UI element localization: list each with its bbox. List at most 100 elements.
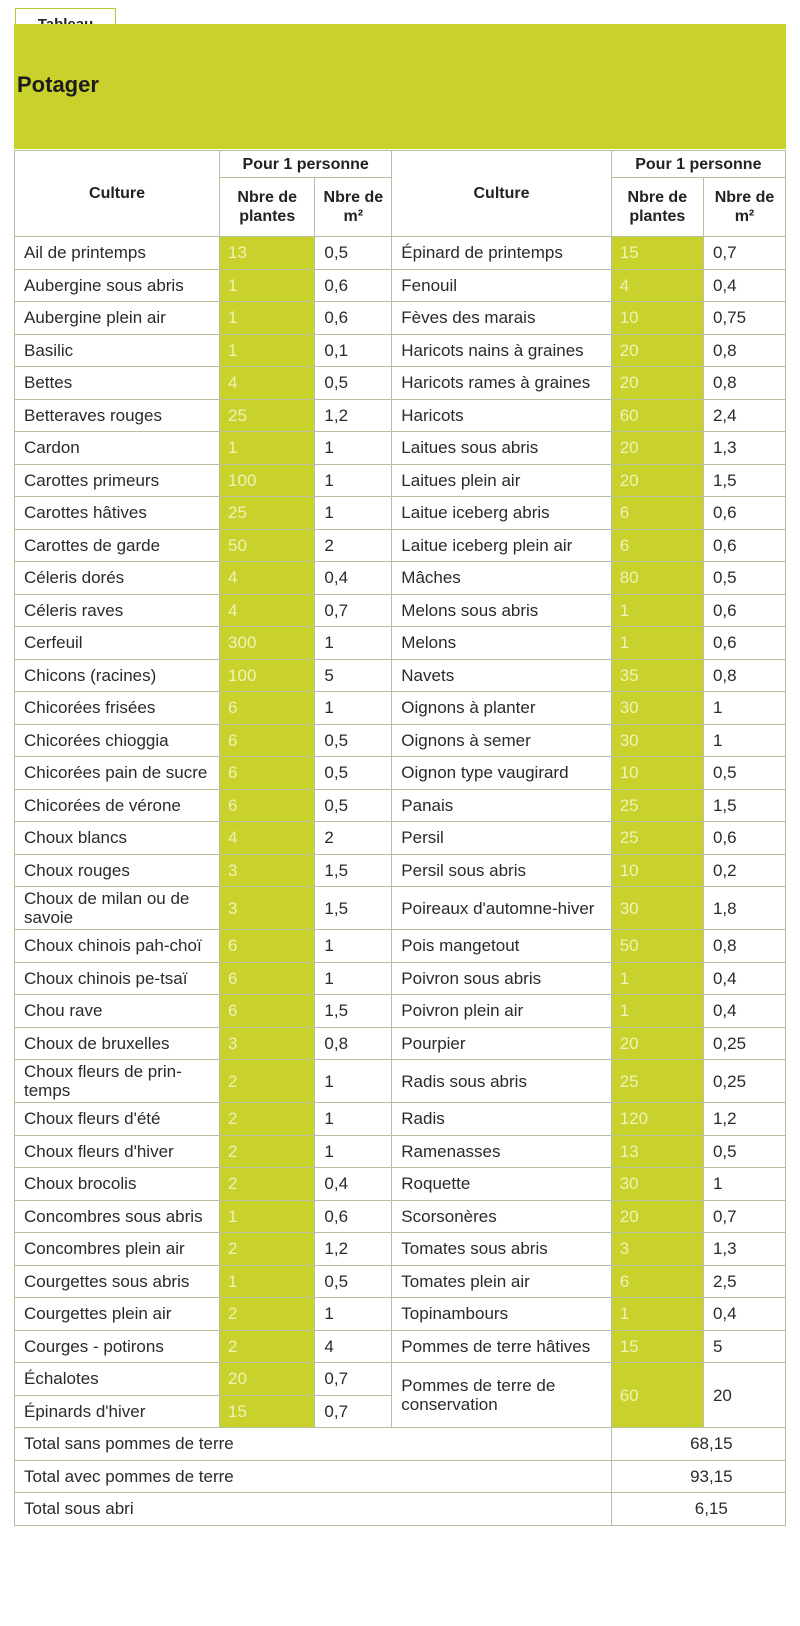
area-cell: 0,8 xyxy=(702,366,787,400)
culture-cell: Choux chinois pah-choï xyxy=(13,929,221,963)
table-row: Épinards d'hiver 15 0,7 xyxy=(13,1394,786,1428)
header-plants-left: Nbre de plantes xyxy=(219,177,316,237)
plants-cell: 20 xyxy=(610,333,704,367)
total-label: Total sous abri xyxy=(14,1492,612,1526)
area-cell: 1 xyxy=(702,1167,787,1201)
table-row: Choux fleurs d'hiver 2 1 Ramenasses 13 0,5 xyxy=(13,1134,787,1168)
table-row: Choux rouges 3 1,5 Persil sous abris 10 0,2 xyxy=(13,853,787,887)
culture-cell: Concombres plein air xyxy=(13,1232,221,1266)
total-value: 93,15 xyxy=(610,1459,787,1493)
total-value: 68,15 xyxy=(610,1427,787,1461)
area-cell: 0,6 xyxy=(702,528,787,562)
plants-cell: 35 xyxy=(610,658,704,692)
area-cell: 1,2 xyxy=(702,1102,787,1136)
plants-cell: 6 xyxy=(610,1264,704,1298)
culture-cell: Épinards d'hiver xyxy=(13,1394,221,1428)
area-cell: 1 xyxy=(314,431,393,465)
plants-cell: 6 xyxy=(219,994,316,1028)
plants-cell: 13 xyxy=(610,1134,704,1168)
culture-cell: Oignons à planter xyxy=(391,691,612,725)
culture-cell: Haricots xyxy=(391,398,612,432)
table-row: Échalotes 20 0,7 Pommes de terre de conserv… xyxy=(13,1362,787,1428)
culture-cell: Bettes xyxy=(13,366,221,400)
plants-cell: 30 xyxy=(610,1167,704,1201)
table-row: Betteraves rouges 25 1,2 Haricots 60 2,4 xyxy=(13,398,787,432)
culture-cell: Persil xyxy=(391,821,612,855)
culture-cell: Céleris dorés xyxy=(13,561,221,595)
area-cell: 1,2 xyxy=(314,398,393,432)
plants-cell: 4 xyxy=(219,821,316,855)
area-cell: 0,7 xyxy=(702,1199,787,1233)
table-row: Cerfeuil 300 1 Melons 1 0,6 xyxy=(13,626,787,660)
table-row: Basilic 1 0,1 Haricots nains à graines 20 0,8 xyxy=(13,333,787,367)
culture-cell: Cardon xyxy=(13,431,221,465)
area-cell: 0,7 xyxy=(702,236,787,270)
culture-cell: Chou rave xyxy=(13,994,221,1028)
culture-cell: Cerfeuil xyxy=(13,626,221,660)
plants-cell: 1 xyxy=(219,301,316,335)
plants-cell: 2 xyxy=(219,1329,316,1363)
area-cell: 0,7 xyxy=(314,1362,393,1396)
area-cell: 1,5 xyxy=(314,994,393,1028)
area-cell: 2,4 xyxy=(702,398,787,432)
vegetable-table: Culture Pour 1 personne Culture Pour 1 p… xyxy=(13,150,787,1526)
total-row: Total sous abri 6,15 xyxy=(14,1492,787,1526)
culture-cell: Laitues plein air xyxy=(391,463,612,497)
area-cell: 1,5 xyxy=(702,788,787,822)
culture-cell: Melons sous abris xyxy=(391,593,612,627)
plants-cell: 2 xyxy=(219,1167,316,1201)
plants-cell: 25 xyxy=(610,788,704,822)
table-row: Chicorées chioggia 6 0,5 Oignons à semer 30 1 xyxy=(13,723,787,757)
culture-cell: Aubergine sous abris xyxy=(13,268,221,302)
area-cell: 0,6 xyxy=(702,496,787,530)
culture-cell: Melons xyxy=(391,626,612,660)
area-cell: 1 xyxy=(314,929,393,963)
area-cell: 0,7 xyxy=(314,593,393,627)
table-row: Choux brocolis 2 0,4 Roquette 30 1 xyxy=(13,1167,787,1201)
area-cell: 0,4 xyxy=(314,1167,393,1201)
culture-cell: Concombres sous abris xyxy=(13,1199,221,1233)
table-row: Ail de printemps 13 0,5 Épinard de printemp… xyxy=(13,236,787,270)
culture-cell: Pourpier xyxy=(391,1026,612,1060)
area-cell: 0,5 xyxy=(314,788,393,822)
plants-cell: 10 xyxy=(610,853,704,887)
table-row: Courges - potirons 2 4 Pommes de terre hâti… xyxy=(13,1329,787,1363)
culture-cell: Tomates sous abris xyxy=(391,1232,612,1266)
culture-cell: Pois mangetout xyxy=(391,929,612,963)
plants-cell: 2 xyxy=(219,1297,316,1331)
plants-cell: 15 xyxy=(219,1394,316,1428)
culture-cell: Céleris raves xyxy=(13,593,221,627)
area-cell: 0,75 xyxy=(702,301,787,335)
table-row: Chicorées frisées 6 1 Oignons à planter 30 1 xyxy=(13,691,787,725)
plants-cell: 100 xyxy=(219,658,316,692)
plants-cell: 4 xyxy=(219,593,316,627)
plants-cell: 6 xyxy=(219,723,316,757)
total-label: Total sans pommes de terre xyxy=(14,1427,612,1461)
area-cell: 1 xyxy=(314,1134,393,1168)
plants-cell: 15 xyxy=(610,1329,704,1363)
plants-cell: 1 xyxy=(219,1199,316,1233)
area-cell: 0,4 xyxy=(702,1297,787,1331)
area-cell: 2 xyxy=(314,821,393,855)
area-cell: 1 xyxy=(314,496,393,530)
area-cell: 2,5 xyxy=(702,1264,787,1298)
plants-cell: 1 xyxy=(610,593,704,627)
page-title: Potager xyxy=(17,72,99,97)
plants-cell: 3 xyxy=(219,886,316,930)
culture-cell: Laitue iceberg plein air xyxy=(391,528,612,562)
culture-cell: Choux brocolis xyxy=(13,1167,221,1201)
plants-cell: 6 xyxy=(219,961,316,995)
culture-cell: Haricots rames à graines xyxy=(391,366,612,400)
area-cell: 0,5 xyxy=(702,1134,787,1168)
plants-cell: 2 xyxy=(219,1102,316,1136)
total-row: Total sans pommes de terre 68,15 xyxy=(14,1427,787,1461)
table-row: Chicorées de vérone 6 0,5 Panais 25 1,5 xyxy=(13,788,787,822)
plants-cell: 2 xyxy=(219,1134,316,1168)
area-cell: 0,5 xyxy=(314,723,393,757)
area-cell: 1 xyxy=(702,723,787,757)
table-row: Choux chinois pah-choï 6 1 Pois mangetout 50… xyxy=(13,929,787,963)
culture-cell: Choux fleurs d'été xyxy=(13,1102,221,1136)
culture-cell: Fenouil xyxy=(391,268,612,302)
plants-cell: 20 xyxy=(219,1362,316,1396)
culture-cell: Betteraves rouges xyxy=(13,398,221,432)
